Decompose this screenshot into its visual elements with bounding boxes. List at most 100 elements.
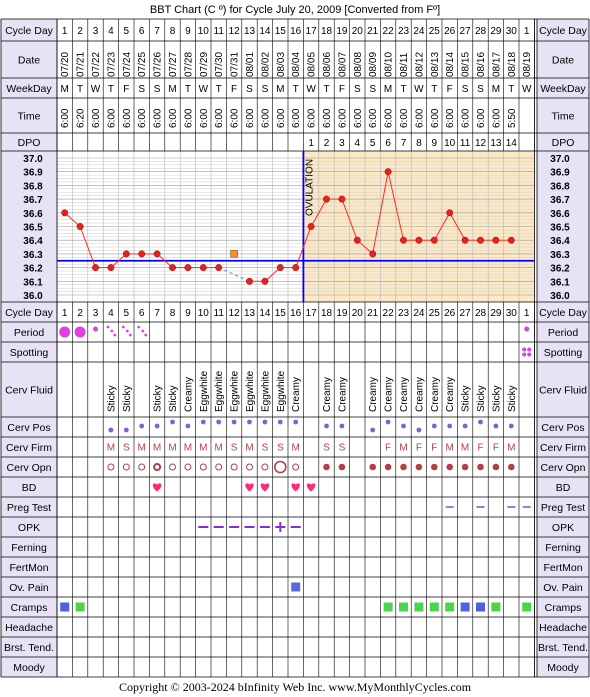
time-label: 6:00 [322, 108, 333, 128]
date-label: 08/09 [368, 52, 379, 77]
cerv-fluid-label: Sticky [461, 385, 472, 412]
cramps-marker [429, 602, 439, 612]
temp-point [292, 264, 300, 272]
cerv-pos-marker [185, 423, 191, 429]
time-label: 6:00 [384, 108, 395, 128]
temp-point [338, 195, 346, 203]
cerv-opn-marker [384, 463, 392, 471]
temp-point [507, 236, 515, 244]
row-label-right-date: Date [552, 55, 574, 67]
cerv-pos-marker [478, 419, 483, 425]
dpo-label: 10 [444, 138, 456, 149]
cycle-day-label: 21 [367, 26, 379, 37]
row-label-right-weekday: WeekDay [540, 83, 586, 95]
row-label-right-fertmon: FertMon [543, 562, 582, 574]
period-marker [93, 326, 98, 332]
row-label-bg-headache [1, 617, 57, 637]
cycle-day-label: 11 [214, 26, 225, 37]
bd-heart-icon [245, 483, 254, 492]
row-label-right-cramps: Cramps [545, 602, 582, 614]
y-tick-label-right: 36.5 [550, 223, 570, 234]
bbt-chart: BBT Chart (C º) for Cycle July 20, 2009 … [0, 4, 590, 678]
cerv-pos-marker [293, 419, 299, 425]
cerv-firm-label: S [123, 443, 130, 454]
row-label-bg-spotting [1, 342, 57, 362]
cerv-pos-marker [324, 423, 329, 429]
row-label-right-cycle_day: Cycle Day [539, 25, 588, 37]
dpo-label: 9 [432, 138, 438, 149]
cycle-day-label: 19 [336, 26, 348, 37]
cerv-firm-label: S [277, 443, 284, 454]
cramps-marker [414, 602, 424, 612]
period-marker [121, 325, 125, 329]
cycle-day-label: 4 [108, 308, 114, 319]
temp-point [215, 264, 223, 272]
y-tick-label: 36.8 [23, 181, 43, 192]
cycle-day-label: 2 [77, 26, 83, 37]
cerv-firm-label: S [262, 443, 269, 454]
y-tick-label: 36.6 [23, 209, 43, 220]
temp-point [415, 236, 423, 244]
row-label-bg-weekday [1, 78, 57, 98]
cycle-day-label: 6 [139, 26, 145, 37]
weekday-label: F [231, 84, 237, 95]
cycle-day-label: 17 [306, 26, 318, 37]
temp-point [400, 236, 407, 244]
time-label: 5:50 [507, 108, 518, 128]
cerv-firm-label: S [323, 443, 330, 454]
y-tick-label: 36.5 [23, 223, 43, 234]
weekday-label: T [508, 84, 514, 95]
row-label-cerv_fluid: Cerv Fluid [5, 385, 53, 397]
row-label-bg-right-time [537, 98, 589, 133]
date-label: 08/18 [507, 52, 518, 77]
row-label-bg-right-period [537, 322, 589, 342]
row-label-right-cerv_opn: Cerv Opn [541, 462, 586, 474]
row-label-right-brst_tend: Brst. Tend. [538, 642, 588, 654]
time-label: 6:00 [491, 108, 502, 128]
cerv-firm-label: M [292, 443, 300, 454]
period-marker [141, 329, 145, 333]
row-label-bd: BD [22, 482, 37, 494]
cycle-day-label: 1 [62, 26, 68, 37]
weekday-label: W [199, 84, 209, 95]
row-label-bg-right-opk [537, 517, 589, 537]
cerv-fluid-label: Sticky [507, 385, 518, 412]
row-label-bg-right-preg_test [537, 497, 589, 517]
temp-point [492, 236, 500, 244]
weekday-label: T [400, 84, 406, 95]
row-label-bg-ferning [1, 537, 57, 557]
cycle-day-label: 1 [62, 308, 68, 319]
cycle-day-label: 29 [490, 308, 502, 319]
y-tick-label: 36.7 [23, 195, 43, 206]
weekday-label: M [384, 84, 392, 95]
weekday-label: T [323, 84, 329, 95]
period-marker [106, 325, 110, 329]
cerv-pos-marker [370, 427, 376, 433]
cycle-day-label: 19 [336, 308, 348, 319]
cerv-firm-label: S [339, 443, 346, 454]
cramps-marker [522, 602, 532, 612]
row-label-right-ferning: Ferning [545, 542, 581, 554]
row-label-bg-cerv_pos [1, 417, 57, 437]
y-tick-label: 36.3 [23, 250, 43, 261]
cerv-pos-marker [493, 423, 499, 429]
temp-point [61, 209, 69, 217]
cerv-pos-marker [216, 419, 222, 425]
temp-point [138, 250, 146, 258]
y-tick-label: 36.4 [23, 236, 43, 247]
dpo-label: 13 [490, 138, 502, 149]
row-label-bg-right-ov_pain [537, 577, 589, 597]
cramps-marker [383, 602, 393, 612]
weekday-label: F [447, 84, 453, 95]
row-label-bg-time [1, 98, 57, 133]
row-label-right-moody: Moody [547, 662, 579, 674]
weekday-label: S [462, 84, 469, 95]
time-label: 6:00 [60, 108, 71, 128]
row-label-ferning: Ferning [11, 542, 47, 554]
row-label-preg_test: Preg Test [7, 502, 51, 514]
cycle-day-label: 15 [275, 26, 287, 37]
cycle-day-label: 7 [154, 308, 160, 319]
row-label-dpo: DPO [18, 137, 41, 149]
cerv-fluid-label: Eggwhite [245, 370, 256, 412]
weekday-label: M [276, 84, 284, 95]
